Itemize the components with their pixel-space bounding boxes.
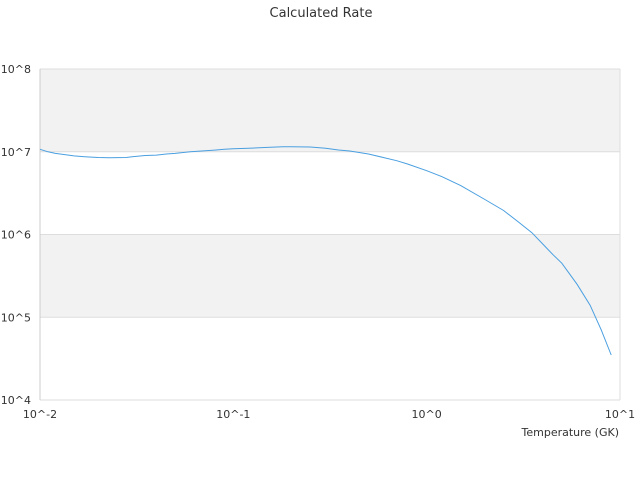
chart-title: Calculated Rate	[270, 6, 373, 21]
y-tick-label: 10^6	[1, 229, 31, 242]
y-tick-label: 10^7	[1, 146, 31, 159]
x-axis-label: Temperature (GK)	[521, 426, 620, 439]
plot-band	[40, 69, 620, 152]
plot-bands	[40, 69, 620, 318]
plot-band	[40, 234, 620, 318]
x-tick-label: 10^0	[412, 408, 442, 421]
x-tick-label: 10^1	[605, 408, 635, 421]
grid-lines	[39, 68, 621, 401]
series-line	[39, 146, 612, 356]
x-tick-labels: 10^-2 10^-1 10^0 10^1	[23, 408, 635, 421]
y-tick-label: 10^5	[1, 311, 31, 324]
x-tick-label: 10^-2	[23, 408, 57, 421]
y-tick-label: 10^8	[1, 63, 31, 76]
series-layer	[39, 146, 612, 356]
x-tick-label: 10^-1	[216, 408, 250, 421]
y-tick-labels: 10^4 10^5 10^6 10^7 10^8	[1, 63, 31, 407]
y-tick-label: 10^4	[1, 394, 31, 407]
